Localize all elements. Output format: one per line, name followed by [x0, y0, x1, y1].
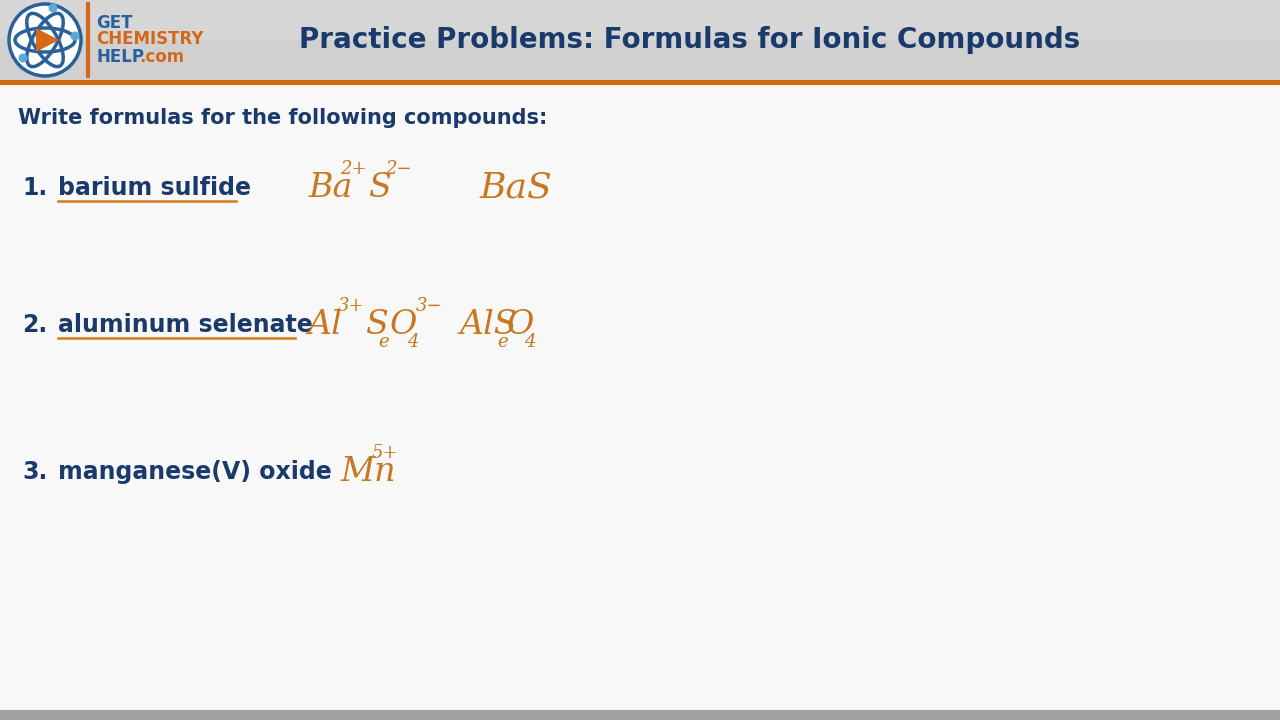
Polygon shape: [36, 28, 59, 52]
Text: aluminum selenate: aluminum selenate: [58, 313, 312, 337]
Text: GET: GET: [96, 14, 133, 32]
Text: 1.: 1.: [22, 176, 47, 200]
Text: 3−: 3−: [416, 297, 443, 315]
Text: Al: Al: [308, 309, 343, 341]
Text: 2−: 2−: [385, 160, 412, 178]
Text: 2+: 2+: [340, 160, 366, 178]
Text: AlS: AlS: [460, 309, 517, 341]
Text: .com: .com: [140, 48, 184, 66]
Text: CHEMISTRY: CHEMISTRY: [96, 30, 204, 48]
Text: Ba: Ba: [308, 172, 352, 204]
Text: 5+: 5+: [372, 444, 398, 462]
Bar: [0, 0, 1280, 40]
Text: Write formulas for the following compounds:: Write formulas for the following compoun…: [18, 108, 548, 128]
Text: BaS: BaS: [480, 171, 553, 205]
Text: S: S: [369, 172, 390, 204]
Text: Practice Problems: Formulas for Ionic Compounds: Practice Problems: Formulas for Ionic Co…: [300, 26, 1080, 54]
Text: 2.: 2.: [22, 313, 47, 337]
Text: 3.: 3.: [22, 460, 47, 484]
Text: barium sulfide: barium sulfide: [58, 176, 251, 200]
Text: S: S: [365, 309, 388, 341]
Text: 4: 4: [407, 333, 419, 351]
Circle shape: [9, 4, 81, 76]
Text: e: e: [378, 333, 389, 351]
Circle shape: [18, 53, 27, 63]
Text: e: e: [497, 333, 508, 351]
Text: Mn: Mn: [340, 456, 396, 488]
Text: O: O: [507, 309, 534, 341]
Bar: [0, 0, 1280, 80]
Text: 3+: 3+: [338, 297, 365, 315]
Circle shape: [49, 4, 58, 12]
Circle shape: [70, 32, 79, 40]
Text: HELP: HELP: [96, 48, 143, 66]
Text: O: O: [390, 309, 417, 341]
Text: 4: 4: [524, 333, 535, 351]
Bar: [0, 710, 1280, 720]
Text: manganese(V) oxide: manganese(V) oxide: [58, 460, 332, 484]
Bar: [0, 80, 1280, 85]
